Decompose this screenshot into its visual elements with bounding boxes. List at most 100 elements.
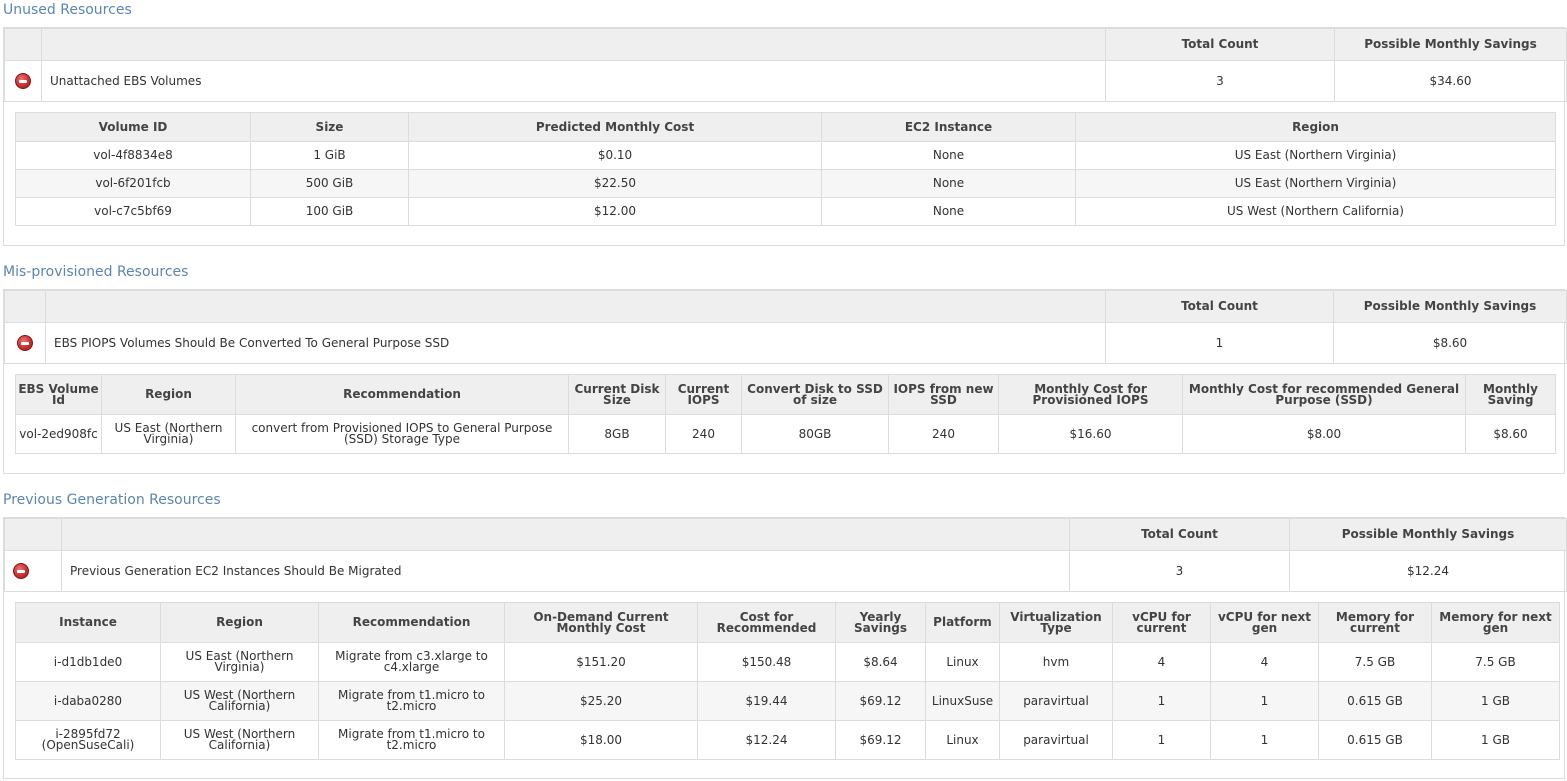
detail-header-row: Instance Region Recommendation On-Demand… [15,602,1560,643]
region-cell: US West (Northern California) [160,720,319,760]
column-header: Recommendation [318,602,505,643]
instance-cell: i-daba0280 [15,681,161,721]
minus-circle-icon[interactable] [13,563,29,579]
column-header: Platform [925,602,1000,643]
table-row: vol-c7c5bf69 100 GiB $12.00 None US West… [15,197,1556,226]
region-cell: US West (Northern California) [160,681,319,721]
recommendation-cell: convert from Provisioned IOPS to General… [235,414,569,454]
ssd-size-cell: 80GB [741,414,889,454]
recommendation-cell: Migrate from t1.micro to t2.micro [318,720,505,760]
total-count-header: Total Count [1069,518,1290,551]
cost-cell: $0.10 [408,141,822,170]
detail-header-row: EBS Volume Id Region Recommendation Curr… [15,374,1556,415]
iops-cell: 240 [665,414,742,454]
yearly-savings-cell: $69.12 [835,681,926,721]
virtualization-cell: paravirtual [999,720,1113,760]
column-header: Volume ID [15,112,251,142]
icon-header [4,290,46,323]
collapse-button[interactable] [4,60,42,102]
size-cell: 500 GiB [250,169,409,198]
unused-summary-table: Total Count Possible Monthly Savings Una… [4,28,1567,102]
unused-panel: Total Count Possible Monthly Savings Una… [3,27,1567,246]
current-cost-cell: $25.20 [504,681,698,721]
table-row: vol-6f201fcb 500 GiB $22.50 None US East… [15,169,1556,198]
savings-value: $12.24 [1289,550,1567,592]
column-header: Current Disk Size [568,374,666,415]
summary-label: Previous Generation EC2 Instances Should… [61,550,1070,592]
vcpu-current-cell: 4 [1112,642,1211,682]
summary-row[interactable]: EBS PIOPS Volumes Should Be Converted To… [4,322,1567,364]
summary-row[interactable]: Previous Generation EC2 Instances Should… [4,550,1567,592]
vcpu-current-cell: 1 [1112,681,1211,721]
platform-cell: Linux [925,720,1000,760]
table-row: i-daba0280 US West (Northern California)… [15,681,1560,721]
recommendation-cell: Migrate from t1.micro to t2.micro [318,681,505,721]
recommended-cost-cell: $12.24 [697,720,836,760]
size-cell: 1 GiB [250,141,409,170]
column-header: Region [1075,112,1556,142]
yearly-savings-cell: $8.64 [835,642,926,682]
region-cell: US East (Northern Virginia) [1075,169,1556,198]
column-header: Monthly Cost for recommended General Pur… [1182,374,1466,415]
memory-current-cell: 0.615 GB [1318,720,1432,760]
column-header: Region [160,602,319,643]
recommended-cost-cell: $150.48 [697,642,836,682]
instance-cell: i-d1db1de0 [15,642,161,682]
previous-summary-table: Total Count Possible Monthly Savings Pre… [4,518,1567,592]
minus-circle-icon[interactable] [15,73,31,89]
summary-row[interactable]: Unattached EBS Volumes 3 $34.60 [4,60,1567,102]
column-header: vCPU for next gen [1210,602,1319,643]
column-header: Cost for Recommended [697,602,836,643]
summary-label: Unattached EBS Volumes [41,60,1106,102]
virtualization-cell: paravirtual [999,681,1113,721]
minus-circle-icon[interactable] [17,335,33,351]
vcpu-current-cell: 1 [1112,720,1211,760]
instance-cell: None [821,197,1076,226]
column-header: Recommendation [235,374,569,415]
column-header: Monthly Cost for Provisioned IOPS [998,374,1183,415]
savings-header: Possible Monthly Savings [1334,28,1567,61]
icon-header [4,518,62,551]
collapse-button[interactable] [4,322,46,364]
volume-id-cell: vol-c7c5bf69 [15,197,251,226]
category-header [41,28,1106,61]
total-count-header: Total Count [1105,290,1334,323]
recommended-cost-cell: $19.44 [697,681,836,721]
column-header: Memory for next gen [1431,602,1560,643]
section-title-misprovisioned: Mis-provisioned Resources [3,264,189,280]
platform-cell: Linux [925,642,1000,682]
icon-header [4,28,42,61]
column-header: Size [250,112,409,142]
section-title-previous: Previous Generation Resources [3,492,221,508]
region-cell: US West (Northern California) [1075,197,1556,226]
category-header [45,290,1106,323]
memory-next-cell: 7.5 GB [1431,642,1560,682]
current-cost-cell: $18.00 [504,720,698,760]
ssd-cost-cell: $8.00 [1182,414,1466,454]
disk-size-cell: 8GB [568,414,666,454]
category-header [61,518,1070,551]
vcpu-next-cell: 1 [1210,720,1319,760]
instance-cell: None [821,169,1076,198]
column-header: Current IOPS [665,374,742,415]
savings-header: Possible Monthly Savings [1289,518,1567,551]
summary-header-row: Total Count Possible Monthly Savings [4,518,1567,551]
instance-cell: None [821,141,1076,170]
total-count-header: Total Count [1105,28,1335,61]
volume-id-cell: vol-4f8834e8 [15,141,251,170]
savings-header: Possible Monthly Savings [1333,290,1567,323]
collapse-button[interactable] [4,550,62,592]
column-header: EC2 Instance [821,112,1076,142]
savings-value: $34.60 [1334,60,1567,102]
column-header: vCPU for current [1112,602,1211,643]
detail-header-row: Volume ID Size Predicted Monthly Cost EC… [15,112,1556,142]
new-iops-cell: 240 [888,414,999,454]
table-row: vol-4f8834e8 1 GiB $0.10 None US East (N… [15,141,1556,170]
savings-value: $8.60 [1333,322,1567,364]
summary-label: EBS PIOPS Volumes Should Be Converted To… [45,322,1106,364]
table-row: i-d1db1de0 US East (Northern Virginia) M… [15,642,1560,682]
total-count-value: 3 [1105,60,1335,102]
column-header: Memory for current [1318,602,1432,643]
column-header: Convert Disk to SSD of size [741,374,889,415]
summary-header-row: Total Count Possible Monthly Savings [4,290,1567,323]
